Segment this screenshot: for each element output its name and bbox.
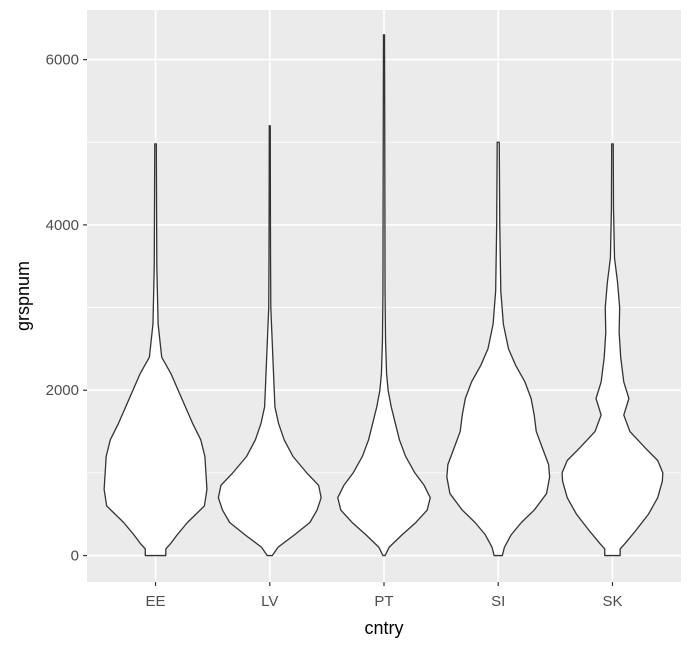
y-axis-title: grspnum <box>13 261 33 331</box>
violin-sk <box>561 143 664 557</box>
violin-pt <box>337 34 431 557</box>
x-tick-label: SK <box>602 593 622 610</box>
x-tick-label: LV <box>261 593 278 610</box>
violin-si <box>446 141 551 557</box>
violins <box>103 34 664 557</box>
x-tick-label: EE <box>146 593 166 610</box>
x-tick-label: SI <box>491 593 505 610</box>
y-tick-label: 2000 <box>46 382 79 399</box>
x-axis-title: cntry <box>364 618 403 638</box>
violin-lv <box>217 125 322 557</box>
x-axis: EE LV PT SI SK <box>146 582 622 610</box>
violin-ee <box>103 143 208 557</box>
y-tick-label: 0 <box>71 548 79 565</box>
y-tick-label: 4000 <box>46 217 79 234</box>
y-axis: 0 2000 4000 6000 <box>46 52 87 565</box>
y-tick-label: 6000 <box>46 52 79 69</box>
x-tick-label: PT <box>374 593 393 610</box>
